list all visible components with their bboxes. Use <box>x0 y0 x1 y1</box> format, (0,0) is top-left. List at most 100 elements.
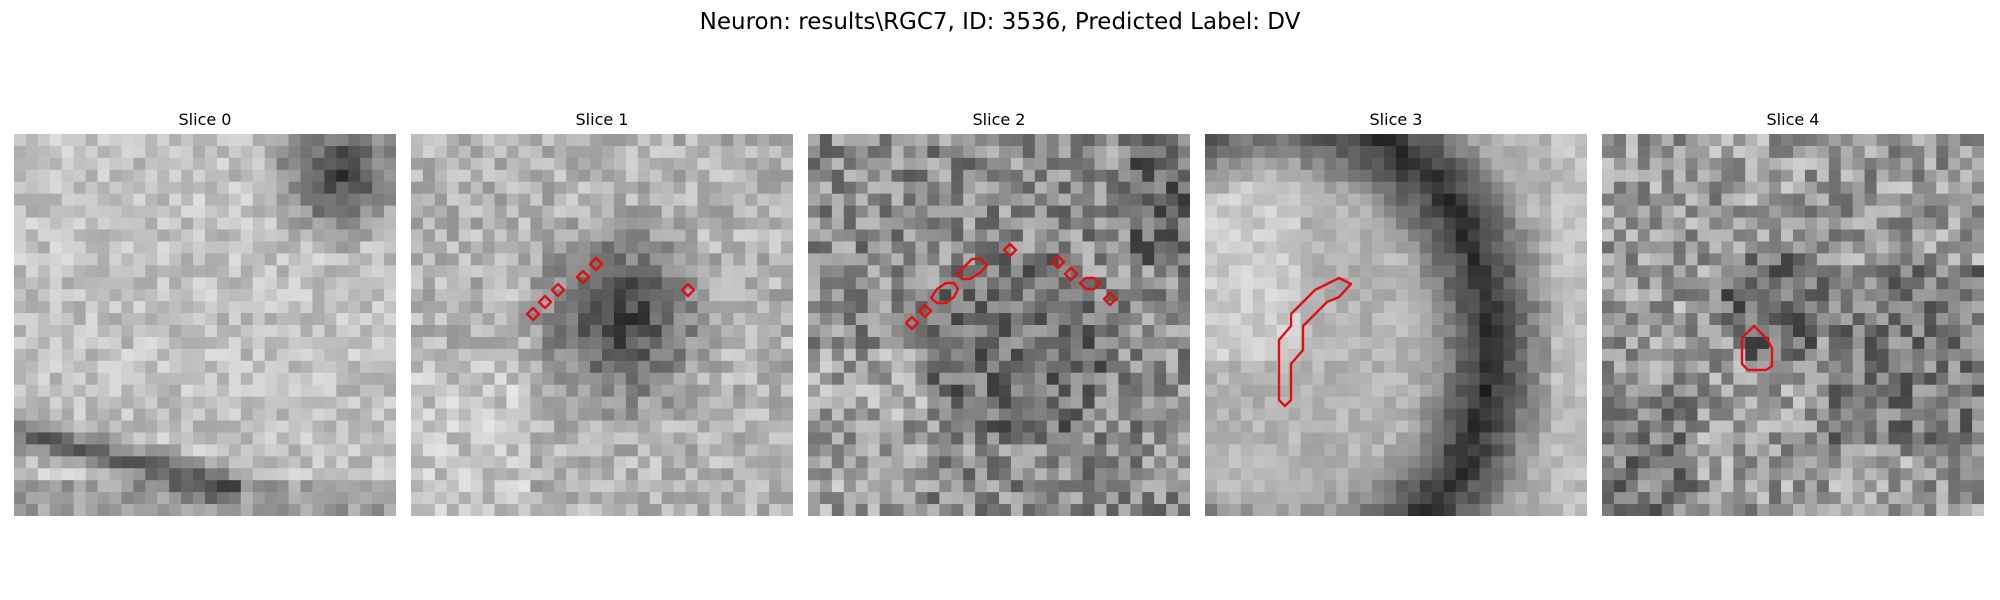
image-pixel <box>542 241 555 254</box>
image-pixel <box>613 181 627 195</box>
image-pixel <box>951 325 964 338</box>
image-pixel <box>1142 420 1155 434</box>
image-pixel <box>1876 313 1890 326</box>
image-pixel <box>121 301 134 314</box>
image-pixel <box>1431 480 1445 493</box>
image-pixel <box>1769 253 1782 266</box>
image-pixel <box>1288 289 1302 302</box>
image-pixel <box>494 384 508 398</box>
image-pixel <box>422 408 436 422</box>
image-pixel <box>193 289 206 302</box>
image-pixel <box>733 265 746 278</box>
image-pixel <box>733 289 746 302</box>
image-pixel <box>1154 301 1167 314</box>
image-pixel <box>133 480 146 493</box>
image-pixel <box>205 396 218 410</box>
image-pixel <box>1455 492 1469 505</box>
image-pixel <box>975 408 988 422</box>
image-pixel <box>360 229 373 243</box>
image-pixel <box>434 313 448 326</box>
image-pixel <box>1022 325 1036 338</box>
image-pixel <box>1455 456 1469 469</box>
image-pixel <box>264 420 278 434</box>
image-pixel <box>1372 265 1385 278</box>
image-pixel <box>1757 313 1770 326</box>
image-pixel <box>85 348 99 362</box>
image-pixel <box>1864 396 1878 410</box>
image-pixel <box>1602 241 1615 254</box>
image-pixel <box>1852 205 1866 219</box>
image-pixel <box>1685 384 1699 398</box>
image-pixel <box>276 432 290 445</box>
image-pixel <box>1613 336 1627 350</box>
image-pixel <box>1948 277 1961 290</box>
image-pixel <box>1240 372 1254 386</box>
image-pixel <box>1070 134 1084 147</box>
image-pixel <box>1034 336 1048 350</box>
image-pixel <box>37 480 51 493</box>
image-pixel <box>554 444 567 457</box>
image-pixel <box>590 181 603 195</box>
image-pixel <box>637 205 651 219</box>
image-pixel <box>228 408 242 422</box>
image-pixel <box>181 169 194 183</box>
image-pixel <box>1924 444 1937 457</box>
image-pixel <box>348 408 361 422</box>
image-pixel <box>1661 134 1675 147</box>
image-pixel <box>891 468 905 481</box>
image-pixel <box>891 348 905 362</box>
image-pixel <box>205 229 218 243</box>
image-pixel <box>1252 181 1266 195</box>
image-pixel <box>240 420 254 434</box>
image-pixel <box>240 157 254 171</box>
image-pixel <box>1828 145 1842 159</box>
contour-marker <box>680 282 696 298</box>
image-pixel <box>578 289 591 302</box>
image-pixel <box>411 277 424 290</box>
image-pixel <box>1348 325 1361 338</box>
image-pixel <box>1515 348 1528 362</box>
image-pixel <box>1852 432 1866 445</box>
image-pixel <box>252 444 266 457</box>
image-pixel <box>903 360 917 374</box>
image-pixel <box>228 253 242 266</box>
image-pixel <box>831 313 845 326</box>
image-pixel <box>372 301 385 314</box>
image-pixel <box>843 432 857 445</box>
image-pixel <box>566 205 579 219</box>
image-pixel <box>1205 169 1218 183</box>
image-pixel <box>1515 181 1528 195</box>
image-pixel <box>109 384 123 398</box>
image-pixel <box>649 504 663 516</box>
image-pixel <box>673 360 687 374</box>
image-pixel <box>205 456 218 469</box>
image-pixel <box>1527 313 1540 326</box>
image-pixel <box>1336 444 1349 457</box>
image-pixel <box>673 325 687 338</box>
image-pixel <box>1166 360 1179 374</box>
image-pixel <box>1264 265 1278 278</box>
image-pixel <box>1467 396 1481 410</box>
image-pixel <box>1431 504 1445 516</box>
image-pixel <box>951 444 964 457</box>
image-pixel <box>384 181 396 195</box>
image-pixel <box>25 265 39 278</box>
image-pixel <box>1166 480 1179 493</box>
image-pixel <box>494 325 508 338</box>
image-pixel <box>1348 205 1361 219</box>
image-pixel <box>566 336 579 350</box>
image-pixel <box>336 277 349 290</box>
image-pixel <box>1661 360 1675 374</box>
image-pixel <box>1709 384 1722 398</box>
image-pixel <box>625 348 639 362</box>
image-pixel <box>1360 420 1373 434</box>
image-pixel <box>1661 313 1675 326</box>
image-pixel <box>1348 408 1361 422</box>
image-pixel <box>625 205 639 219</box>
image-pixel <box>1384 444 1397 457</box>
image-pixel <box>14 444 27 457</box>
image-pixel <box>1503 348 1516 362</box>
image-pixel <box>855 420 869 434</box>
image-pixel <box>1166 336 1179 350</box>
image-pixel <box>1864 145 1878 159</box>
